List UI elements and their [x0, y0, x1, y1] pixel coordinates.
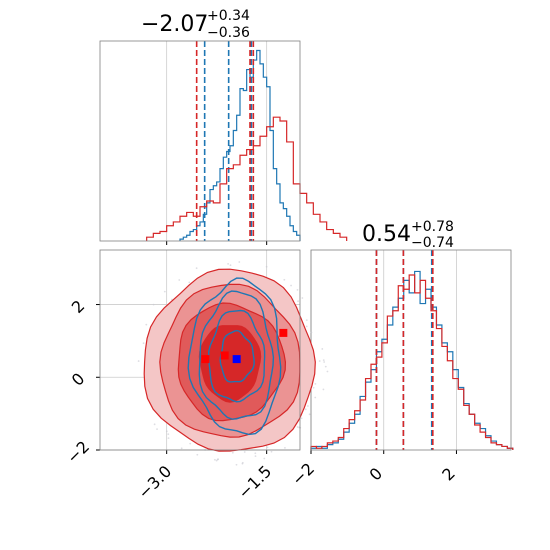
panel-2-title-lower: −0.74: [411, 235, 454, 251]
panel-3-frame: [99, 249, 301, 451]
sample-point: [142, 342, 145, 345]
panel-2-frame: [310, 249, 512, 451]
panel-2-title: 0.54: [362, 222, 411, 247]
sample-point: [167, 437, 170, 440]
panel-2-title-value: 0.54: [362, 222, 411, 247]
sample-point: [178, 279, 181, 281]
sample-point: [243, 451, 246, 453]
sample-point: [307, 405, 309, 407]
sample-point: [188, 281, 191, 284]
panel-2-x-tick-label-1: 0: [366, 464, 387, 485]
panel-1-histogram-series-0: [179, 49, 301, 241]
sample-point: [145, 323, 148, 326]
sample-point: [227, 262, 230, 265]
sample-point: [283, 278, 286, 281]
sample-point: [300, 417, 303, 420]
panel-3-blue-contour-0: [219, 329, 255, 383]
sample-point: [326, 370, 329, 373]
sample-point: [163, 290, 166, 293]
sample-point: [241, 462, 244, 465]
panel-3-x-tick-label-1: −1.5: [234, 462, 275, 503]
sample-point: [321, 348, 324, 350]
sample-point: [322, 359, 325, 362]
panel-2-histogram-series-0: [310, 270, 514, 450]
panel-3-blue-contour-2: [198, 290, 275, 420]
sample-point: [304, 408, 307, 411]
sample-point: [152, 303, 155, 306]
panel-1-title-upper: +0.34: [207, 8, 250, 24]
sample-point: [196, 453, 199, 456]
panel-3-marker-0-1: [220, 351, 229, 360]
sample-point: [180, 447, 183, 450]
sample-point: [314, 382, 317, 385]
panel-3-blue-contour-3: [187, 277, 282, 436]
sample-point: [231, 451, 234, 454]
sample-point: [156, 428, 158, 431]
sample-point: [238, 261, 241, 263]
sample-point: [215, 459, 218, 462]
panel-3-marker-1-0: [232, 355, 241, 364]
sample-point: [324, 365, 327, 368]
panel-1-title-value: −2.07: [141, 12, 208, 37]
sample-point: [165, 430, 168, 433]
panel-1-histogram-series-1: [146, 116, 348, 241]
panel-1-frame: [99, 40, 301, 242]
panel-3-y-tick-label-2: 2: [68, 296, 89, 317]
sample-point: [305, 319, 308, 322]
sample-point: [296, 288, 299, 291]
sample-point: [296, 426, 299, 428]
panel-2-histogram-series-1: [310, 274, 514, 450]
panel-2-x-tick-label-0: −2: [288, 459, 318, 489]
panel-3-y-tick-label-0: −2: [63, 437, 93, 467]
sample-point: [153, 423, 156, 426]
panel-1-title-lower: −0.36: [207, 25, 250, 41]
sample-point: [137, 360, 140, 362]
sample-point: [263, 457, 266, 460]
sample-point: [308, 413, 311, 416]
sample-point: [322, 388, 325, 391]
panel-1-title: −2.07: [141, 12, 208, 37]
sample-point: [167, 433, 170, 436]
panel-3-marker-0-2: [279, 328, 288, 337]
sample-point: [213, 458, 216, 461]
sample-point: [265, 265, 268, 268]
sample-point: [310, 331, 313, 334]
sample-point: [301, 297, 304, 299]
sample-point: [314, 396, 317, 399]
sample-point: [323, 361, 326, 363]
sample-point: [297, 300, 299, 303]
sample-point: [195, 267, 198, 270]
sample-point: [189, 442, 192, 445]
sample-point: [270, 450, 273, 453]
panel-3-x-tick-label-0: −3.0: [134, 462, 175, 503]
sample-point: [229, 264, 232, 267]
sample-point: [254, 452, 257, 455]
panel-3-y-tick-label-1: 0: [68, 369, 89, 390]
sample-point: [290, 284, 292, 287]
panel-2-x-tick-label-2: 2: [438, 464, 459, 485]
sample-point: [312, 386, 315, 389]
panel-3-marker-0-0: [201, 355, 210, 364]
sample-point: [254, 455, 257, 457]
panel-2-title-upper: +0.78: [411, 219, 454, 235]
sample-point: [216, 458, 219, 461]
sample-point: [266, 446, 269, 449]
sample-point: [318, 360, 321, 362]
sample-point: [235, 463, 238, 466]
sample-point: [284, 446, 286, 449]
sample-point: [305, 325, 308, 328]
